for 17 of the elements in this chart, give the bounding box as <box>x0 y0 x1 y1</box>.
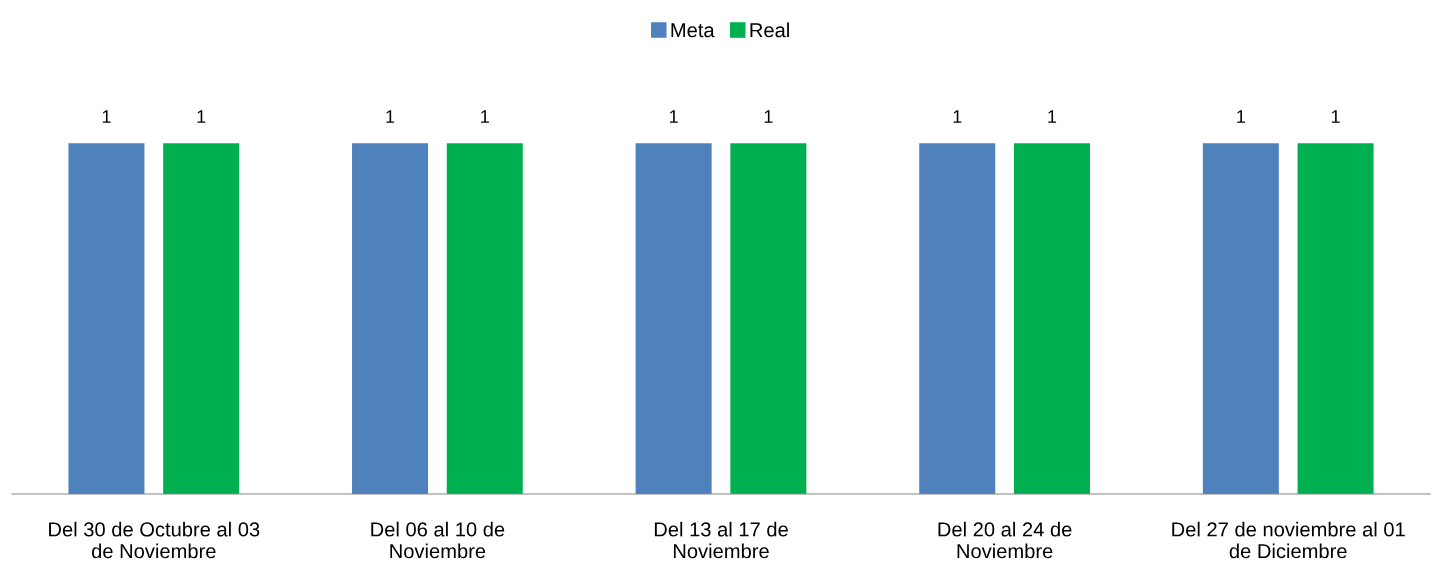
x-tick-label: Del 20 al 24 de Noviembre <box>938 521 1072 559</box>
data-label: 1 <box>670 110 678 123</box>
x-tick-label: Del 30 de Octubre al 03 de Noviembre <box>49 521 260 559</box>
data-label: 1 <box>1331 110 1340 123</box>
legend-label: Real <box>750 22 789 38</box>
legend-label: Meta <box>671 23 715 38</box>
data-label: 1 <box>1048 110 1057 123</box>
data-label: 1 <box>197 110 206 123</box>
data-label: 1 <box>1237 110 1245 123</box>
data-label: 1 <box>953 110 962 123</box>
data-label: 1 <box>764 110 773 123</box>
x-tick-label: Del 13 al 17 de Noviembre <box>654 521 788 559</box>
data-label: 1 <box>102 110 111 123</box>
x-tick-label: Del 06 al 10 de Noviembre <box>371 521 505 559</box>
data-label: 1 <box>386 110 395 123</box>
data-label: 1 <box>481 110 489 123</box>
x-tick-label: Del 27 de noviembre al 01 de Diciembre <box>1172 521 1405 559</box>
